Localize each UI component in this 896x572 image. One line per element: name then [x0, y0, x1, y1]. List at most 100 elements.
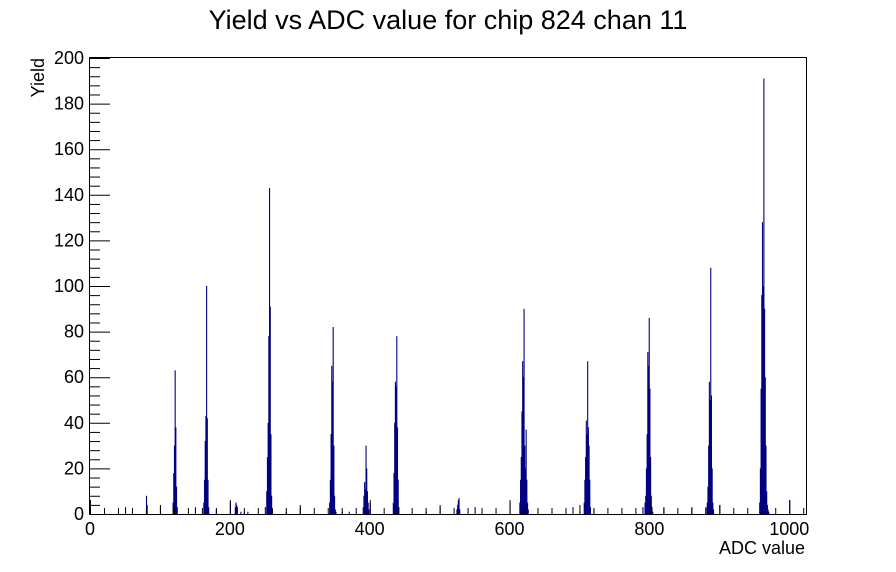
- histogram-bar: [457, 500, 459, 514]
- histogram-bar: [458, 498, 460, 514]
- histogram-bar: [394, 381, 396, 514]
- y-tick-label: 0: [74, 504, 84, 524]
- histogram-bar: [763, 78, 765, 515]
- histogram-bar: [367, 502, 369, 514]
- histogram-bar: [520, 479, 522, 514]
- histogram-bar: [759, 468, 761, 514]
- histogram-bar: [174, 370, 176, 514]
- histogram-bar: [712, 502, 714, 514]
- histogram-bar: [363, 495, 365, 514]
- histogram-bar: [365, 445, 367, 514]
- histogram-bar: [266, 491, 268, 514]
- histogram-bar: [146, 504, 148, 514]
- y-tick-label: 80: [64, 322, 84, 342]
- histogram-bar: [650, 495, 652, 514]
- histogram-bar: [711, 468, 713, 514]
- histogram-bar: [759, 502, 761, 514]
- histogram-bar: [398, 507, 400, 514]
- histogram-bar: [396, 336, 398, 514]
- histogram-bar: [762, 286, 764, 514]
- histogram-bar: [236, 507, 238, 514]
- chart-title: Yield vs ADC value for chip 824 chan 11: [209, 5, 688, 35]
- histogram-bar: [710, 267, 712, 514]
- histogram-bar: [650, 457, 652, 514]
- histogram-bar: [268, 336, 270, 514]
- histogram-bar: [207, 479, 209, 514]
- histogram-bar: [765, 445, 767, 514]
- histogram-bar: [173, 472, 175, 514]
- histogram-bar: [649, 388, 651, 514]
- x-axis-tick-labels: 0 200 400 600 800 1000: [85, 519, 809, 539]
- x-tick-label: 800: [634, 519, 664, 539]
- x-tick-label: 1000: [769, 519, 809, 539]
- histogram-bar: [644, 502, 646, 514]
- histogram-bar: [396, 427, 399, 514]
- histogram-bar: [710, 395, 713, 514]
- histogram-bar: [235, 502, 237, 514]
- plot-frame: [89, 57, 807, 515]
- histogram-bar: [267, 422, 269, 514]
- histogram-bar: [761, 295, 763, 514]
- histogram-bar: [145, 495, 148, 514]
- histogram-bar: [173, 445, 176, 514]
- histogram-bar: [525, 429, 527, 514]
- histogram-bar: [642, 507, 644, 514]
- histogram-bar: [394, 422, 396, 514]
- histogram-bar: [707, 486, 709, 514]
- histogram-bar: [331, 381, 334, 514]
- histogram-bar: [203, 479, 206, 514]
- histogram-bar: [647, 365, 650, 514]
- histogram-bar: [329, 502, 331, 514]
- histogram-bar: [348, 511, 350, 514]
- histogram-bar: [234, 507, 236, 514]
- histogram-bars: [124, 78, 791, 515]
- histogram-bar: [204, 441, 206, 514]
- histogram-bar: [708, 381, 710, 514]
- histogram-bar: [648, 317, 650, 514]
- histogram-bar: [768, 511, 770, 514]
- histogram-bar: [645, 468, 647, 514]
- histogram-bar: [205, 415, 207, 514]
- y-tick-label: 20: [64, 458, 84, 478]
- histogram-bar: [366, 468, 368, 514]
- histogram-bar: [587, 427, 589, 514]
- histogram-bar: [764, 308, 766, 514]
- histogram-bar: [335, 511, 337, 514]
- histogram-bar: [709, 400, 711, 514]
- histogram-bar: [585, 457, 587, 514]
- histogram-bar: [524, 468, 527, 514]
- histogram-bar: [524, 445, 526, 514]
- histogram-bar: [647, 352, 649, 514]
- histogram-bar: [456, 509, 458, 514]
- histogram-bar: [334, 495, 336, 514]
- histogram-bar: [124, 507, 127, 514]
- histogram-bar: [766, 504, 768, 514]
- y-tick-label: 160: [54, 139, 84, 159]
- histogram-bar: [362, 507, 364, 514]
- y-tick-label: 120: [54, 230, 84, 250]
- y-tick-label: 60: [64, 367, 84, 387]
- histogram-bar: [206, 418, 208, 514]
- histogram-bar: [269, 187, 271, 514]
- histogram-bar: [652, 511, 654, 514]
- histogram-bar: [764, 377, 766, 514]
- histogram-bar: [176, 486, 178, 514]
- x-axis-ticks: [90, 500, 805, 514]
- histogram-bar: [176, 507, 178, 514]
- x-tick-label: 600: [495, 519, 525, 539]
- histogram-bar: [364, 488, 366, 514]
- y-axis-tick-labels: 0 20 40 60 80 100 120 140 160 180 200: [54, 48, 84, 524]
- histogram-bar: [522, 361, 524, 514]
- histogram-bar: [240, 511, 242, 514]
- histogram-bar: [520, 457, 522, 514]
- histogram-bar: [585, 420, 587, 514]
- histogram-bar: [713, 509, 715, 514]
- histogram-bar: [269, 306, 271, 514]
- histogram-bar: [583, 502, 585, 514]
- histogram-bar: [708, 445, 710, 514]
- histogram-bar: [572, 507, 574, 514]
- histogram-bar: [589, 479, 591, 514]
- histogram-bar: [206, 286, 208, 514]
- histogram-bar: [175, 427, 177, 514]
- histogram-bar: [208, 507, 210, 514]
